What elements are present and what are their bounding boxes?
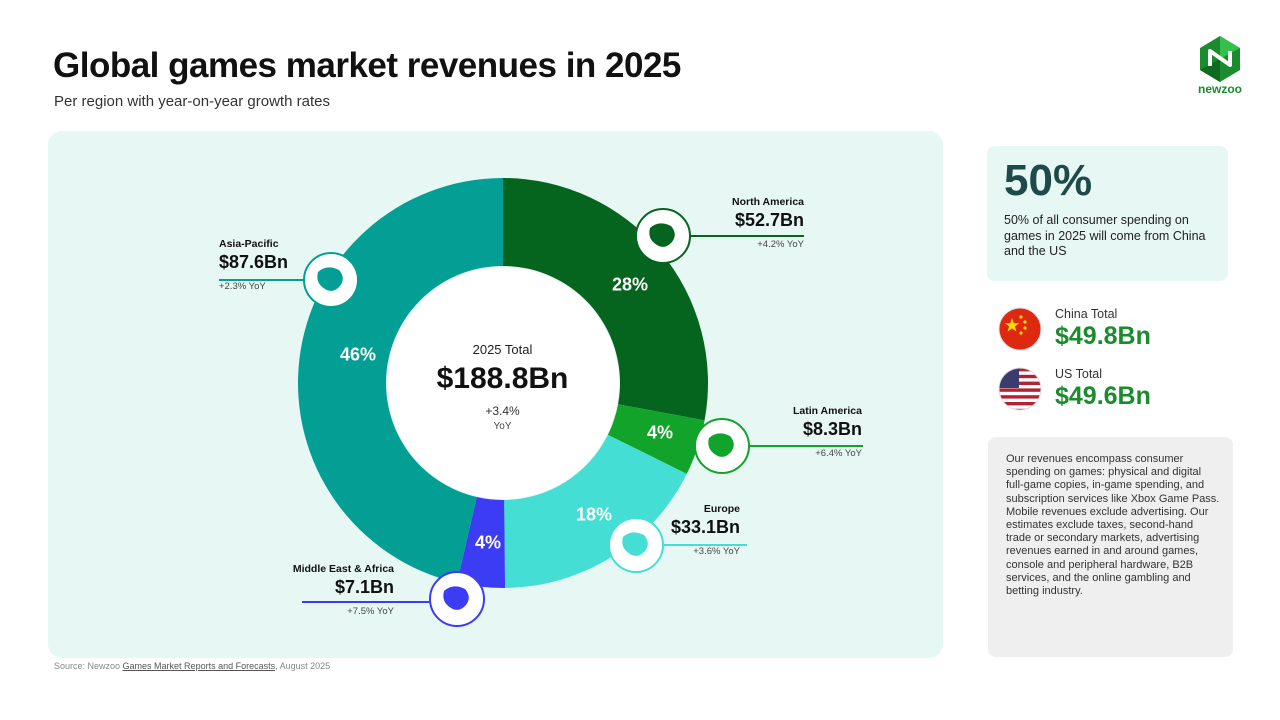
region-yoy: +7.5% YoY xyxy=(347,606,394,617)
center-total-value: $188.8Bn xyxy=(436,362,569,395)
donut-slice-latin-america xyxy=(607,404,705,474)
region-value: $87.6Bn xyxy=(219,252,289,272)
country-value: $49.6Bn xyxy=(1055,382,1151,410)
slice-percent-middle-east-africa: 4% xyxy=(474,532,502,553)
region-yoy: +3.6% YoY xyxy=(693,546,740,557)
center-growth: +3.4% xyxy=(485,404,520,418)
slice-percent-europe: 18% xyxy=(575,504,613,525)
region-name: Middle East & Africa xyxy=(292,563,394,575)
donut-slice-middle-east-africa xyxy=(457,497,506,589)
north-america-map-icon xyxy=(635,208,691,264)
newzoo-logo: newzoo xyxy=(1190,34,1250,98)
slice-percent-latin-america: 4% xyxy=(646,422,674,443)
page-title: Global games market revenues in 2025 xyxy=(53,46,681,85)
source-note: Source: Newzoo Games Market Reports and … xyxy=(54,661,330,671)
china-flag-icon xyxy=(998,307,1042,351)
newzoo-logo-icon xyxy=(1200,36,1240,82)
country-value: $49.8Bn xyxy=(1055,322,1151,350)
donut-slice-north-america xyxy=(503,178,708,421)
center-total-label: 2025 Total xyxy=(472,342,533,357)
region-value: $8.3Bn xyxy=(802,419,862,439)
methodology-text: Our revenues encompass consumer spending… xyxy=(1006,453,1220,598)
africa-map-icon xyxy=(429,571,485,627)
callout-latin-america: Latin America $8.3Bn +6.4% YoY xyxy=(793,405,862,459)
donut-hole xyxy=(387,267,619,499)
region-yoy: +4.2% YoY xyxy=(757,239,804,250)
country-label: US Total xyxy=(1055,367,1103,381)
slice-percent-asia-pacific: 46% xyxy=(339,344,377,365)
source-link[interactable]: Games Market Reports and Forecasts xyxy=(122,661,276,671)
page-subtitle: Per region with year-on-year growth rate… xyxy=(54,93,330,110)
region-value: $7.1Bn xyxy=(334,577,394,597)
callout-north-america: North America $52.7Bn +4.2% YoY xyxy=(732,196,804,250)
region-name: Asia-Pacific xyxy=(219,238,279,250)
source-suffix: , August 2025 xyxy=(275,661,331,671)
region-name: Latin America xyxy=(792,405,862,417)
source-prefix: Source: Newzoo xyxy=(54,661,123,671)
us-flag-icon xyxy=(998,367,1042,411)
stat-percentage: 50% xyxy=(1004,156,1093,205)
region-yoy: +2.3% YoY xyxy=(219,281,266,292)
center-yoy: YoY xyxy=(493,421,512,432)
region-value: $33.1Bn xyxy=(670,517,740,537)
latin-america-map-icon xyxy=(694,418,750,474)
country-label: China Total xyxy=(1055,307,1118,321)
slice-percent-north-america: 28% xyxy=(611,274,649,295)
europe-map-icon xyxy=(608,517,664,573)
callout-europe: Europe $33.1Bn +3.6% YoY xyxy=(671,503,740,557)
donut-slice-europe xyxy=(504,434,687,588)
region-name: Europe xyxy=(703,503,740,515)
callout-asia-pacific: Asia-Pacific $87.6Bn +2.3% YoY xyxy=(219,238,288,292)
methodology-note: Our revenues encompass consumer spending… xyxy=(988,437,1233,657)
region-value: $52.7Bn xyxy=(734,210,804,230)
stat-description: 50% of all consumer spending on games in… xyxy=(1004,213,1206,258)
region-yoy: +6.4% YoY xyxy=(815,448,862,459)
asia-pacific-map-icon xyxy=(303,252,359,308)
stat-card: 50% 50% of all consumer spending on game… xyxy=(987,146,1228,281)
callout-middle-east-africa: Middle East & Africa $7.1Bn +7.5% YoY xyxy=(293,563,394,617)
region-name: North America xyxy=(732,196,804,208)
logo-text: newzoo xyxy=(1198,82,1242,96)
